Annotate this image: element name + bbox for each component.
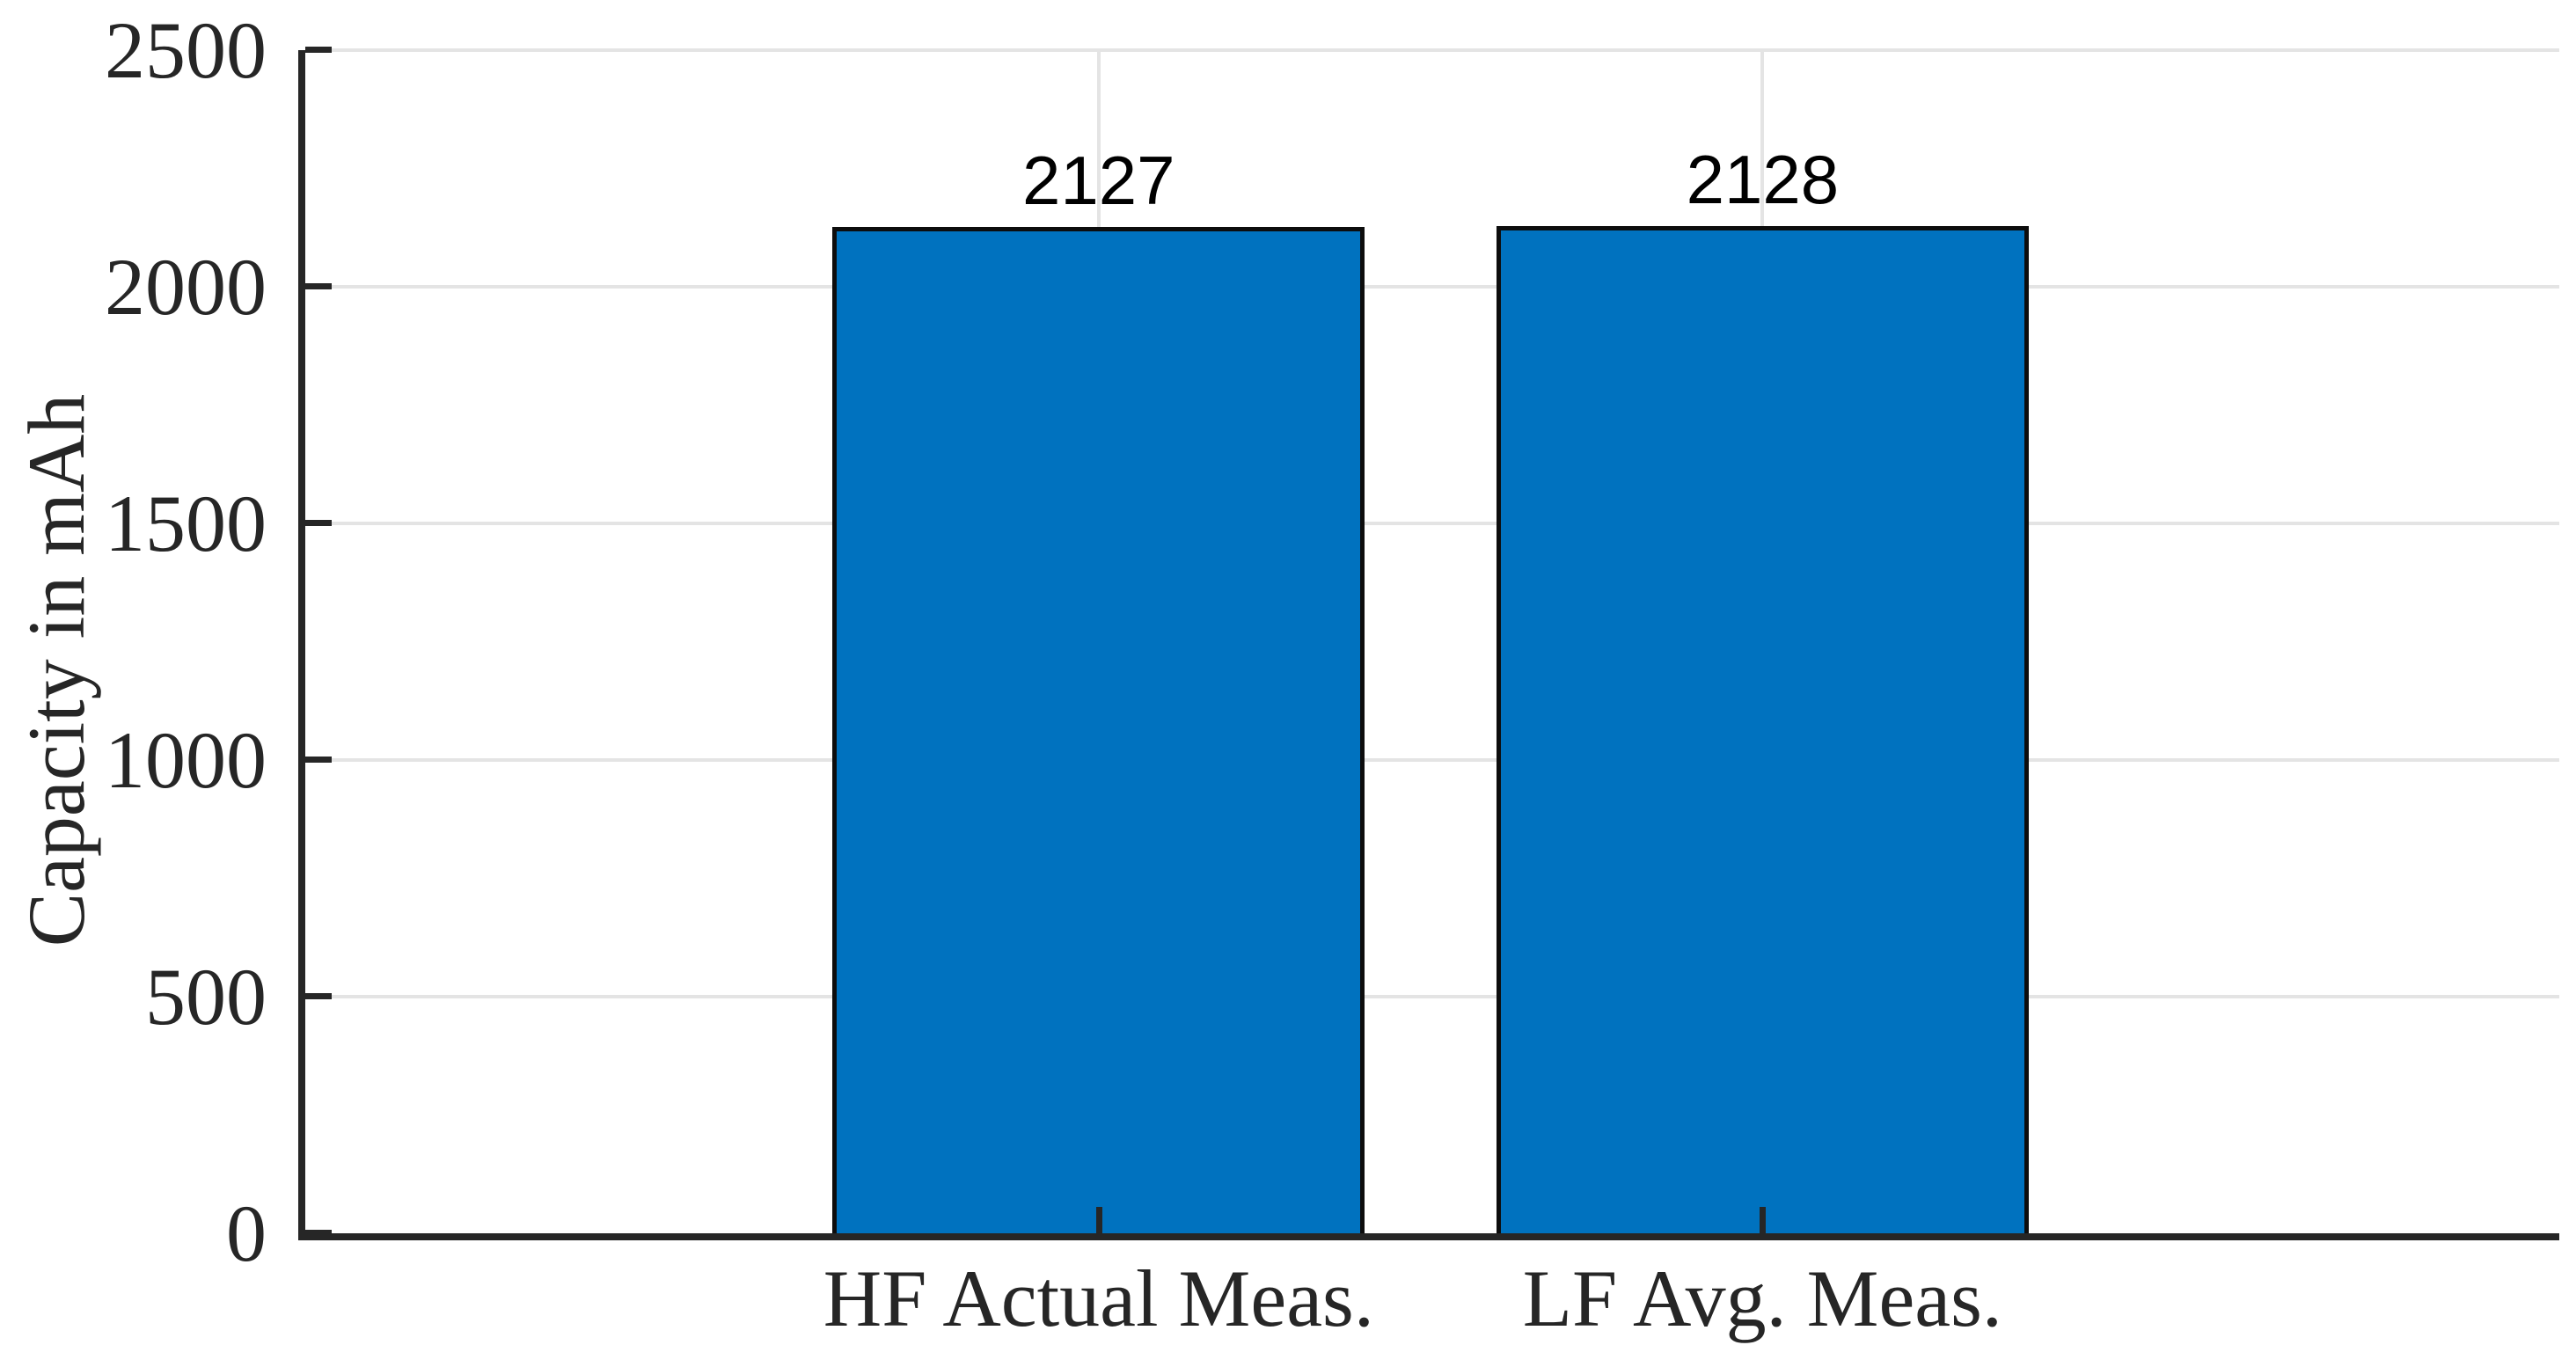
- bar: [1496, 226, 2029, 1233]
- bar-value-label: 2128: [1686, 141, 1840, 219]
- y-tick-label: 1500: [105, 479, 267, 568]
- y-tick: [305, 757, 332, 763]
- bar: [832, 226, 1365, 1233]
- y-axis-spine: [298, 50, 305, 1240]
- x-tick-label: LF Avg. Meas.: [1522, 1254, 2002, 1343]
- y-tick-label: 2500: [105, 5, 267, 95]
- gridline-h: [305, 995, 2559, 998]
- y-tick: [305, 993, 332, 999]
- y-tick: [305, 520, 332, 526]
- bar-value-label: 2127: [1022, 141, 1175, 219]
- y-tick: [305, 283, 332, 289]
- y-tick-label: 0: [226, 1188, 267, 1278]
- y-tick-labels: 0 500 1000 1500 2000 2500: [0, 10, 267, 1274]
- y-tick: [305, 1230, 332, 1236]
- gridline-h: [305, 285, 2559, 289]
- plot-area: 2127 2128: [298, 47, 2559, 1240]
- gridline-h: [305, 522, 2559, 525]
- gridline-h: [305, 48, 2559, 52]
- x-tick-labels: HF Actual Meas. LF Avg. Meas.: [305, 1258, 2559, 1363]
- x-tick-label: HF Actual Meas.: [823, 1254, 1374, 1343]
- y-tick-label: 2000: [105, 242, 267, 332]
- x-axis-line: [298, 1233, 2559, 1240]
- gridline-h: [305, 758, 2559, 762]
- ticks-layer: [305, 47, 2559, 1236]
- bars-layer: 2127 2128: [305, 50, 2559, 1233]
- y-tick: [305, 47, 332, 53]
- axis-layer: [298, 47, 2559, 1240]
- x-tick: [1095, 1207, 1102, 1233]
- y-tick-label: 500: [145, 952, 267, 1042]
- x-tick: [1760, 1207, 1767, 1233]
- y-tick-label: 1000: [105, 715, 267, 805]
